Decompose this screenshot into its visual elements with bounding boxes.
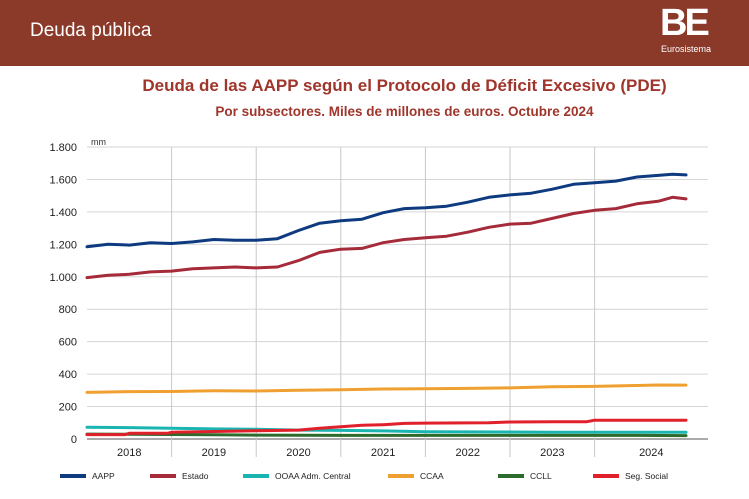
y-tick-label: 200 [59,402,77,414]
chart-subtitle: Por subsectores. Miles de millones de eu… [215,104,594,119]
x-tick-label: 2018 [117,447,141,459]
logo-mark: BE [660,2,710,44]
y-tick-label: 400 [59,369,77,381]
y-tick-label: 600 [59,337,77,349]
x-tick-label: 2023 [540,447,564,459]
x-tick-label: 2019 [202,447,226,459]
legend-label: Estado [182,471,209,481]
legend-label: OOAA Adm. Central [275,471,351,481]
series-line-ooaa-adm-central [85,425,688,434]
header-bar: Deuda pública BE Eurosistema [0,0,749,66]
x-tick-label: 2024 [639,447,663,459]
debt-line-chart: 0 200 400 600 800 1.000 1.200 1.400 1.600 1.800 mm… [49,137,708,481]
page-title: Deuda pública [30,20,152,41]
legend-label: CCAA [420,471,444,481]
legend-label: Seg. Social [625,471,668,481]
series-line-ccll [85,432,688,438]
series-line-aapp [85,172,688,249]
unit-label: mm [91,137,106,147]
legend-label: CCLL [530,471,552,481]
y-tick-label: 800 [59,304,77,316]
series-line-ccaa [85,383,688,394]
y-tick-label: 1.200 [49,239,77,251]
y-tick-label: 1.400 [49,207,77,219]
logo-subtitle: Eurosistema [661,44,712,54]
x-tick-label: 2020 [286,447,310,459]
series-line-seg-social [85,418,688,437]
banco-espana-logo: BE Eurosistema [660,2,722,58]
x-tick-label: 2021 [371,447,395,459]
chart-title: Deuda de las AAPP según el Protocolo de … [142,76,667,95]
y-tick-label: 1.000 [49,272,77,284]
x-tick-label: 2022 [455,447,479,459]
y-tick-label: 1.600 [49,174,77,186]
series-line-estado [85,195,688,280]
y-tick-label: 0 [71,434,77,446]
legend-label: AAPP [92,471,115,481]
y-tick-label: 1.800 [49,142,77,154]
